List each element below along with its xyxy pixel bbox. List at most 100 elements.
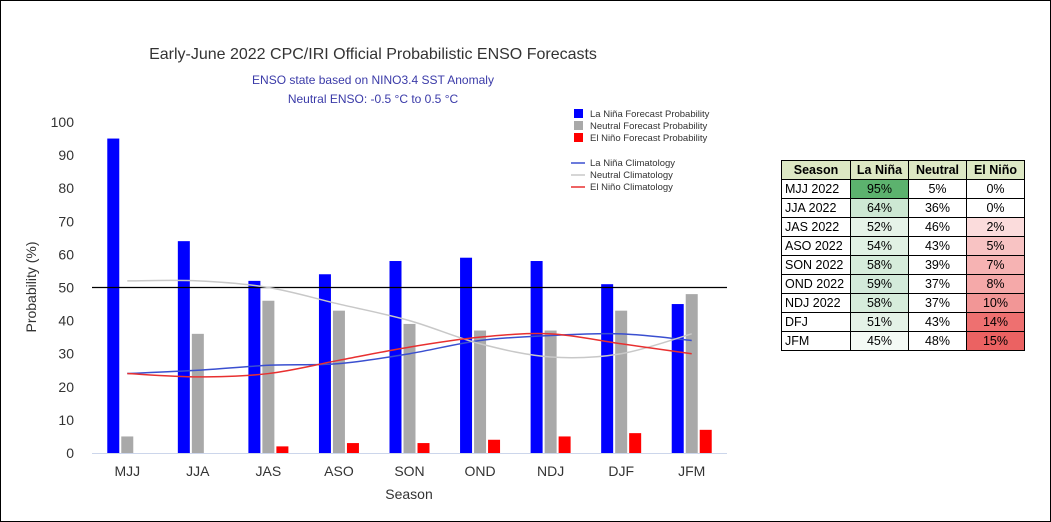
bar-la-nina-jas (248, 280, 261, 453)
probability-table: Season La Niña Neutral El Niño MJJ 2022 9… (781, 160, 1025, 351)
x-tick-label: DJF (608, 463, 634, 479)
bar-la-nina-ndj (530, 261, 543, 453)
table-cell-neutral: 43% (908, 312, 967, 332)
table-cell-la-nina: 95% (850, 179, 909, 199)
bar-el-nino-son (417, 443, 430, 453)
bar-el-nino-aso (346, 443, 359, 453)
bar-neutral-jfm (685, 294, 698, 453)
enso-forecast-chart: Early-June 2022 CPC/IRI Official Probabi… (23, 46, 727, 502)
neutral-climatology-line (127, 279, 692, 359)
bar-el-nino-ond (488, 439, 501, 453)
table-row: DFJ 51% 43% 14% (781, 312, 1025, 332)
legend-label: La Niña Forecast Probability (590, 109, 710, 120)
table-row: NDJ 2022 58% 37% 10% (781, 293, 1025, 313)
table-row: ASO 2022 54% 43% 5% (781, 236, 1025, 256)
chart-title: Early-June 2022 CPC/IRI Official Probabi… (149, 46, 597, 63)
table-header-row: Season La Niña Neutral El Niño (781, 160, 1025, 180)
table-cell-el-nino: 5% (966, 236, 1025, 256)
y-axis-label: Probability (%) (23, 241, 39, 332)
x-tick-label: OND (464, 463, 495, 479)
table-cell-neutral: 39% (908, 255, 967, 275)
table-cell-neutral: 37% (908, 274, 967, 294)
bar-neutral-jas (262, 300, 275, 453)
legend-label: La Niña Climatology (590, 158, 675, 169)
x-tick-label: MJJ (114, 463, 140, 479)
bar-neutral-ond (474, 330, 487, 453)
x-tick-label: JJA (186, 463, 210, 479)
legend-swatch (574, 133, 583, 142)
legend-swatch (574, 121, 583, 130)
y-tick-label: 100 (51, 114, 75, 130)
legend-label: El Niño Forecast Probability (590, 133, 707, 144)
table-row: OND 2022 59% 37% 8% (781, 274, 1025, 294)
table-cell-el-nino: 7% (966, 255, 1025, 275)
table-cell-el-nino: 10% (966, 293, 1025, 313)
plot-area: 0 10 20 30 40 50 60 70 80 90 100 MJJ JJA JAS ASO SON OND… (51, 114, 727, 479)
table-body: MJJ 2022 95% 5% 0% JJA 2022 64% 36% 0% JAS 2022 5… (781, 179, 1025, 351)
bar-el-nino-jfm (699, 429, 712, 453)
la-nina-climatology-line (127, 332, 692, 375)
header-la-nina: La Niña (850, 160, 909, 180)
bar-la-nina-ond (460, 257, 473, 453)
bar-la-nina-son (389, 261, 402, 453)
table-cell-neutral: 43% (908, 236, 967, 256)
table-cell-el-nino: 0% (966, 198, 1025, 218)
table-cell-la-nina: 58% (850, 255, 909, 275)
bar-la-nina-jja (177, 241, 190, 453)
y-tick-label: 20 (58, 379, 74, 395)
bar-neutral-aso (332, 310, 345, 453)
table-cell-season: NDJ 2022 (781, 293, 851, 313)
table-cell-la-nina: 45% (850, 331, 909, 351)
x-tick-label: JAS (256, 463, 282, 479)
y-tick-label: 40 (58, 313, 74, 329)
y-tick-label: 50 (58, 280, 74, 296)
table-row: JAS 2022 52% 46% 2% (781, 217, 1025, 237)
header-el-nino: El Niño (966, 160, 1025, 180)
header-neutral: Neutral (908, 160, 967, 180)
header-season: Season (781, 160, 851, 180)
table-cell-la-nina: 58% (850, 293, 909, 313)
x-axis-label: Season (385, 486, 432, 502)
bar-la-nina-mjj (107, 138, 120, 454)
table-cell-neutral: 48% (908, 331, 967, 351)
table-cell-season: ASO 2022 (781, 236, 851, 256)
y-tick-label: 70 (58, 213, 74, 229)
table-cell-neutral: 5% (908, 179, 967, 199)
y-tick-label: 80 (58, 180, 74, 196)
table-cell-season: SON 2022 (781, 255, 851, 275)
bar-la-nina-jfm (671, 304, 684, 453)
chart-subtitle-line-1: ENSO state based on NINO3.4 SST Anomaly (252, 73, 494, 87)
y-tick-label: 60 (58, 246, 74, 262)
bar-neutral-jja (191, 333, 204, 453)
table-cell-season: OND 2022 (781, 274, 851, 294)
legend-label: Neutral Climatology (590, 170, 673, 181)
table-cell-el-nino: 15% (966, 331, 1025, 351)
table-cell-season: MJJ 2022 (781, 179, 851, 199)
table-row: MJJ 2022 95% 5% 0% (781, 179, 1025, 199)
bar-el-nino-ndj (558, 436, 571, 453)
bar-neutral-mjj (121, 436, 134, 453)
bar-neutral-son (403, 323, 416, 453)
table-row: SON 2022 58% 39% 7% (781, 255, 1025, 275)
table-cell-la-nina: 51% (850, 312, 909, 332)
legend-label: Neutral Forecast Probability (590, 121, 707, 132)
table-row: JFM 45% 48% 15% (781, 331, 1025, 351)
table-row: JJA 2022 64% 36% 0% (781, 198, 1025, 218)
table-cell-season: JAS 2022 (781, 217, 851, 237)
table-cell-neutral: 36% (908, 198, 967, 218)
table-cell-neutral: 37% (908, 293, 967, 313)
table-cell-la-nina: 64% (850, 198, 909, 218)
table-cell-el-nino: 0% (966, 179, 1025, 199)
table-cell-la-nina: 59% (850, 274, 909, 294)
x-tick-label: NDJ (537, 463, 564, 479)
table-cell-el-nino: 14% (966, 312, 1025, 332)
table-cell-la-nina: 54% (850, 236, 909, 256)
table-cell-season: JFM (781, 331, 851, 351)
legend-label: El Niño Climatology (590, 182, 673, 193)
bar-el-nino-jas (276, 446, 289, 453)
bar-el-nino-djf (629, 433, 642, 453)
table-cell-season: DFJ (781, 312, 851, 332)
x-tick-label: JFM (678, 463, 705, 479)
table-cell-neutral: 46% (908, 217, 967, 237)
